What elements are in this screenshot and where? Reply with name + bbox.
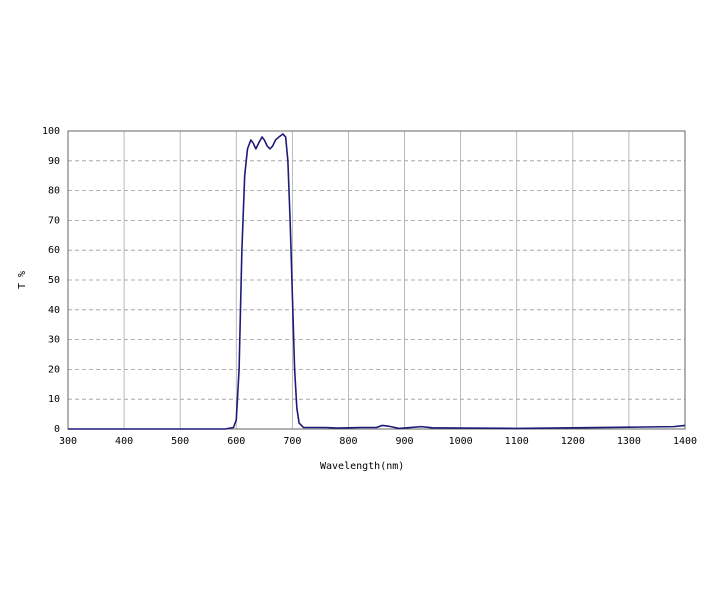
y-tick-label: 90 <box>48 156 60 167</box>
x-tick-label: 1300 <box>617 436 641 447</box>
x-tick-label: 1100 <box>505 436 529 447</box>
y-tick-label: 100 <box>42 126 60 137</box>
y-tick-label: 10 <box>48 394 60 405</box>
y-tick-label: 60 <box>48 245 60 256</box>
x-tick-label: 700 <box>283 436 301 447</box>
x-axis-label: Wavelength(nm) <box>320 461 404 472</box>
x-tick-label: 900 <box>396 436 414 447</box>
x-tick-label: 500 <box>171 436 189 447</box>
plot-frame <box>67 130 686 430</box>
x-tick-label: 1200 <box>561 436 585 447</box>
y-tick-label: 70 <box>48 215 60 226</box>
y-axis-label: T % <box>17 271 28 289</box>
y-tick-label: 80 <box>48 186 60 197</box>
y-tick-label: 40 <box>48 305 60 316</box>
x-tick-label: 800 <box>339 436 357 447</box>
y-tick-label: 0 <box>54 424 60 435</box>
x-tick-label: 1000 <box>449 436 473 447</box>
x-tick-label: 600 <box>227 436 245 447</box>
y-tick-label: 20 <box>48 364 60 375</box>
x-tick-label: 1400 <box>673 436 697 447</box>
x-tick-label: 300 <box>59 436 77 447</box>
x-tick-label: 400 <box>115 436 133 447</box>
data-line <box>68 133 686 430</box>
y-tick-label: 30 <box>48 335 60 346</box>
y-tick-label: 50 <box>48 275 60 286</box>
